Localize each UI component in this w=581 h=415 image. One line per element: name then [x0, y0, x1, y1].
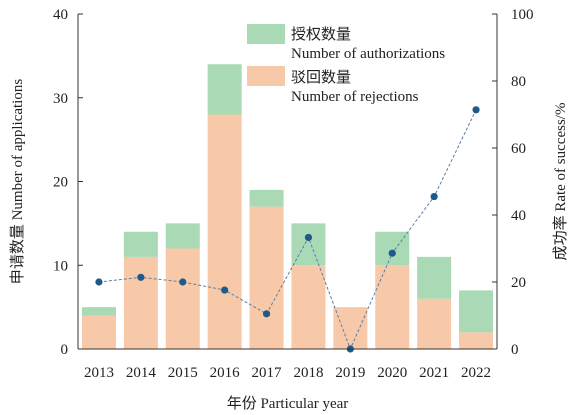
- legend-swatch-authorizations: [247, 24, 285, 44]
- bars-layer: [81, 64, 494, 349]
- success-rate-point-2014: [137, 273, 145, 281]
- success-rate-point-2022: [472, 106, 480, 114]
- right-y-tick-label: 60: [511, 141, 526, 157]
- left-y-tick-label: 40: [53, 7, 68, 23]
- x-tick-label: 2015: [168, 365, 198, 381]
- legend-label-authorizations-cn: 授权数量: [291, 26, 351, 43]
- bar-authorizations-2021: [417, 256, 452, 299]
- x-tick-label: 2017: [252, 365, 283, 381]
- ticks-layer: 0 10 20 30 40 0 20 40 60 80 100 2013 2014 2015 2016 201…: [53, 7, 534, 381]
- bar-rejections-2015: [165, 248, 200, 349]
- bar-rejections-2017: [249, 206, 284, 349]
- success-rate-point-2013: [95, 278, 103, 286]
- x-tick-label: 2018: [293, 365, 323, 381]
- bar-authorizations-2017: [249, 189, 284, 207]
- success-rate-line: [98, 109, 477, 351]
- bar-authorizations-2016: [207, 64, 242, 115]
- left-y-axis-title: 申请数量 Number of applications: [9, 79, 26, 285]
- bar-rejections-2013: [81, 315, 116, 349]
- x-tick-label: 2021: [419, 365, 449, 381]
- legend-label-rejections-en: Number of rejections: [291, 89, 419, 105]
- right-y-tick-label: 20: [511, 275, 526, 291]
- bar-rejections-2018: [291, 265, 326, 349]
- bar-rejections-2016: [207, 114, 242, 349]
- legend-label-rejections-cn: 驳回数量: [291, 69, 351, 86]
- right-y-tick-label: 40: [511, 208, 526, 224]
- bar-authorizations-2013: [81, 307, 116, 316]
- success-rate-point-2016: [221, 286, 229, 294]
- bar-rejections-2021: [417, 298, 452, 349]
- right-y-tick-label: 100: [511, 7, 534, 23]
- x-tick-label: 2020: [377, 365, 407, 381]
- legend: 授权数量 Number of authorizations 驳回数量 Numbe…: [247, 24, 445, 105]
- left-y-tick-label: 30: [53, 91, 68, 107]
- right-y-axis-title: 成功率 Rate of success/%: [552, 103, 569, 261]
- bar-rejections-2014: [123, 256, 158, 349]
- success-rate-line-layer: [95, 106, 480, 353]
- x-tick-label: 2014: [126, 365, 157, 381]
- x-tick-label: 2022: [461, 365, 491, 381]
- x-tick-label: 2013: [84, 365, 114, 381]
- legend-swatch-rejections: [247, 66, 285, 86]
- success-rate-point-2021: [430, 192, 438, 201]
- legend-label-authorizations-en: Number of authorizations: [291, 46, 445, 62]
- right-y-tick-label: 80: [511, 74, 526, 90]
- left-y-tick-label: 0: [61, 342, 69, 358]
- bar-authorizations-2022: [459, 290, 494, 333]
- success-rate-point-2017: [262, 310, 271, 318]
- x-axis-title: 年份 Particular year: [227, 395, 349, 412]
- bar-rejections-2022: [459, 332, 494, 349]
- x-tick-label: 2016: [210, 365, 241, 381]
- left-y-tick-label: 10: [53, 258, 68, 274]
- bar-authorizations-2018: [291, 223, 326, 266]
- bar-rejections-2020: [375, 265, 410, 349]
- success-rate-point-2020: [388, 249, 396, 257]
- bar-authorizations-2015: [165, 223, 200, 249]
- success-rate-point-2015: [179, 278, 187, 286]
- x-tick-label: 2019: [335, 365, 365, 381]
- bar-rejections-2019: [333, 307, 368, 349]
- right-y-tick-label: 0: [511, 342, 519, 358]
- left-y-tick-label: 20: [53, 175, 68, 191]
- bar-authorizations-2014: [123, 231, 158, 257]
- success-rate-point-2018: [304, 233, 313, 242]
